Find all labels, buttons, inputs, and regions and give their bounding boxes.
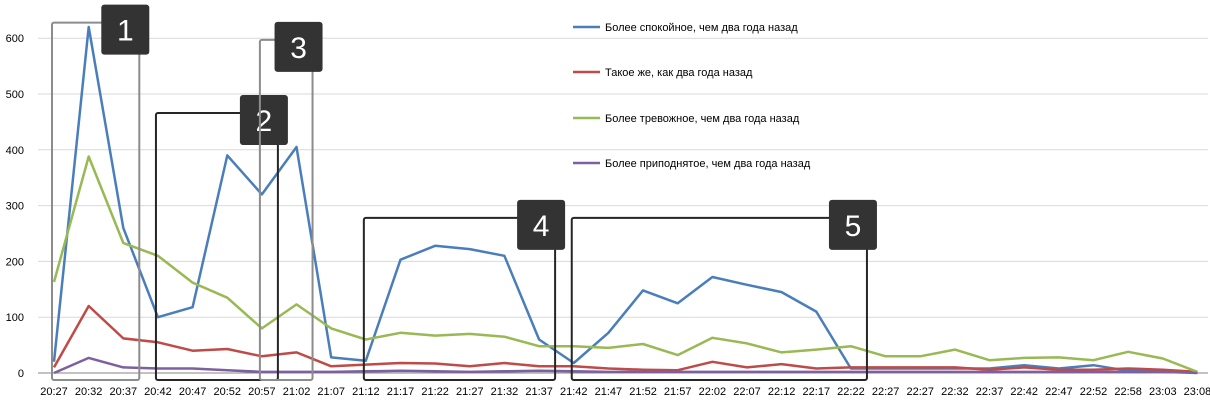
x-tick-label: 21:22 [421, 386, 449, 398]
annotation-badge-label: 1 [117, 15, 134, 48]
x-tick-label: 23:08 [1184, 386, 1210, 398]
x-tick-label: 22:27 [872, 386, 900, 398]
x-tick-label: 21:32 [491, 386, 519, 398]
legend-label-2: Такое же, как два года назад [605, 67, 753, 79]
x-tick-label: 21:37 [525, 386, 553, 398]
x-tick-label: 20:37 [110, 386, 138, 398]
annotation-badge-1 [101, 4, 150, 55]
annotation-box-4 [362, 216, 557, 381]
series-line-1 [52, 25, 1198, 374]
annotation-box-3 [258, 38, 314, 382]
annotation-badge-label: 3 [290, 32, 307, 65]
y-tick-label: 200 [6, 256, 24, 268]
annotation-badge-5 [828, 199, 877, 250]
x-tick-label: 22:37 [976, 386, 1004, 398]
x-tick-label: 21:52 [629, 386, 657, 398]
legend-label-4: Более приподнятое, чем два года назад [605, 158, 811, 170]
x-tick-label: 21:02 [283, 386, 311, 398]
annotation-badge-2 [239, 94, 288, 145]
x-tick-label: 20:32 [75, 386, 103, 398]
annotation-box-2 [154, 111, 279, 382]
annotation-badge-4 [517, 199, 566, 250]
series-line-2 [52, 304, 1198, 374]
gridlines [38, 37, 1208, 374]
x-tick-label: 20:47 [179, 386, 207, 398]
x-tick-label: 22:17 [803, 386, 831, 398]
x-tick-label: 20:52 [213, 386, 241, 398]
annotation-badge-label: 2 [256, 105, 273, 138]
x-tick-label: 22:52 [1080, 386, 1108, 398]
x-tick-label: 21:57 [664, 386, 692, 398]
y-tick-label: 600 [6, 33, 24, 45]
annotation-boxes: 1 2 3 4 5 [51, 4, 877, 382]
x-tick-label: 22:02 [699, 386, 727, 398]
x-tick-label: 22:22 [837, 386, 865, 398]
x-tick-label: 22:32 [941, 386, 969, 398]
series-line-4 [53, 356, 1198, 375]
x-tick-label: 22:07 [733, 386, 761, 398]
legend-label-3: Более тревожное, чем два года назад [605, 113, 800, 125]
series-line-3 [52, 155, 1198, 374]
x-tick-label: 21:17 [387, 386, 415, 398]
y-tick-label: 400 [6, 145, 24, 157]
annotation-badge-label: 4 [533, 210, 550, 243]
x-tick-label: 22:12 [768, 386, 796, 398]
annotation-badge-3 [274, 21, 323, 72]
annotation-badge-label: 5 [845, 210, 862, 243]
x-tick-label: 21:27 [456, 386, 484, 398]
x-tick-label: 21:47 [595, 386, 623, 398]
x-tick-label: 21:07 [317, 386, 345, 398]
y-tick-label: 0 [18, 368, 24, 380]
x-tick-label: 20:27 [40, 386, 68, 398]
annotation-box-5 [570, 216, 868, 381]
x-tick-label: 22:42 [1010, 386, 1038, 398]
annotation-box-1 [51, 21, 141, 382]
y-tick-label: 500 [6, 89, 24, 101]
x-tick-label: 21:42 [560, 386, 588, 398]
y-axis: 0 100 200 300 400 500 600 [6, 33, 24, 380]
x-tick-label: 22:27 [906, 386, 934, 398]
y-tick-label: 100 [6, 312, 24, 324]
x-tick-label: 20:42 [144, 386, 172, 398]
x-tick-label: 22:58 [1114, 386, 1142, 398]
x-tick-label: 22:47 [1045, 386, 1073, 398]
x-tick-label: 21:12 [352, 386, 380, 398]
legend-label-1: Более спокойное, чем два года назад [605, 22, 798, 34]
y-tick-label: 300 [6, 201, 24, 213]
x-axis: 20:27 20:32 20:37 20:42 20:47 20:52 20:57 21:02… [40, 386, 1210, 398]
x-tick-label: 20:57 [248, 386, 276, 398]
series-lines [52, 25, 1198, 375]
x-tick-label: 23:03 [1149, 386, 1177, 398]
legend: Более спокойное, чем два года назад Такое… [573, 22, 811, 170]
